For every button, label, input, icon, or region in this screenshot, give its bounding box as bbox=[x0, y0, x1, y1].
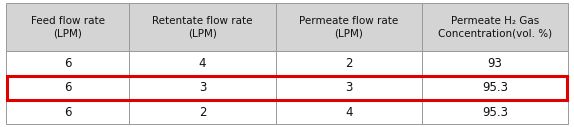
Text: Retentate flow rate
(LPM): Retentate flow rate (LPM) bbox=[152, 15, 253, 38]
Text: 93: 93 bbox=[488, 57, 503, 70]
Bar bbox=[422, 76, 568, 100]
Text: 2: 2 bbox=[199, 106, 207, 119]
Bar bbox=[130, 76, 276, 100]
Text: 6: 6 bbox=[64, 106, 71, 119]
Bar bbox=[130, 51, 276, 76]
Text: 95.3: 95.3 bbox=[482, 106, 508, 119]
Bar bbox=[130, 3, 276, 51]
Text: 3: 3 bbox=[199, 81, 206, 94]
Text: 6: 6 bbox=[64, 57, 71, 70]
Bar bbox=[130, 100, 276, 124]
Text: Permeate H₂ Gas
Concentration(vol. %): Permeate H₂ Gas Concentration(vol. %) bbox=[438, 15, 552, 38]
Bar bbox=[276, 3, 422, 51]
Text: 6: 6 bbox=[64, 81, 71, 94]
Bar bbox=[422, 3, 568, 51]
Bar bbox=[6, 76, 130, 100]
Bar bbox=[6, 3, 130, 51]
Bar bbox=[276, 51, 422, 76]
Bar bbox=[276, 76, 422, 100]
Text: Permeate flow rate
(LPM): Permeate flow rate (LPM) bbox=[299, 15, 398, 38]
Bar bbox=[6, 100, 130, 124]
Bar bbox=[422, 51, 568, 76]
Text: 3: 3 bbox=[345, 81, 352, 94]
Bar bbox=[276, 100, 422, 124]
Text: Feed flow rate
(LPM): Feed flow rate (LPM) bbox=[30, 15, 104, 38]
Text: 4: 4 bbox=[199, 57, 207, 70]
Bar bbox=[422, 100, 568, 124]
Bar bbox=[6, 51, 130, 76]
Text: 4: 4 bbox=[345, 106, 352, 119]
Text: 2: 2 bbox=[345, 57, 352, 70]
Text: 95.3: 95.3 bbox=[482, 81, 508, 94]
Bar bbox=[7, 76, 567, 100]
